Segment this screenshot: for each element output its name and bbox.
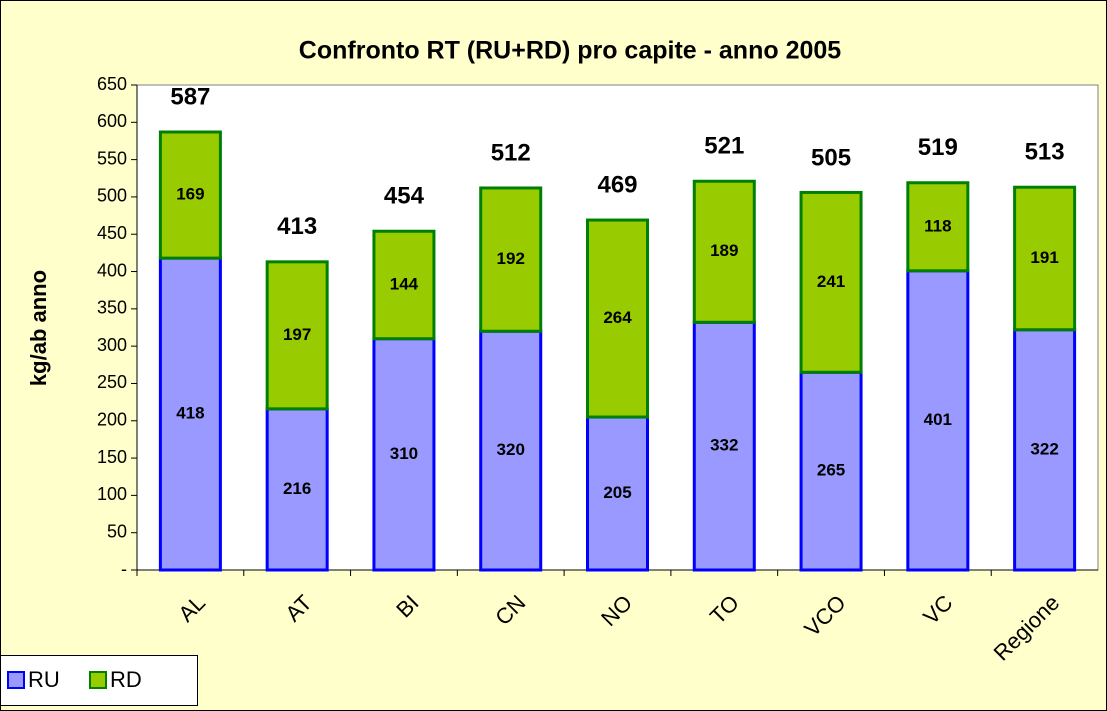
chart-title: Confronto RT (RU+RD) pro capite - anno 2… (299, 37, 841, 65)
segment-label: 118 (924, 216, 951, 235)
segment-label: 332 (710, 436, 738, 455)
bar-segment (158, 130, 222, 260)
y-tick-label: 400 (97, 260, 127, 280)
y-tick-label: 200 (97, 410, 127, 430)
bar-segment (1013, 185, 1077, 332)
legend-label: RU (28, 667, 60, 692)
legend-swatch (7, 671, 25, 689)
segment-label: 189 (710, 241, 738, 260)
total-label: 521 (704, 133, 744, 160)
bar-segment (799, 190, 863, 374)
segment-label: 418 (176, 404, 204, 423)
bar-segment (692, 320, 756, 572)
y-tick-label: 550 (97, 148, 127, 168)
legend-label: RD (110, 667, 142, 692)
y-tick-label: 250 (97, 372, 127, 392)
segment-label: 197 (283, 325, 311, 344)
bar-segment (372, 337, 436, 572)
segment-label: 205 (603, 483, 631, 502)
segment-label: 216 (283, 479, 311, 498)
y-tick-label: 50 (107, 521, 127, 541)
segment-label: 191 (1030, 248, 1058, 267)
y-tick-label: - (121, 559, 127, 579)
bar-segment (265, 260, 329, 411)
bar-segment (479, 329, 543, 572)
bar-segment (906, 181, 970, 273)
segment-label: 322 (1030, 439, 1058, 458)
segment-label: 320 (497, 440, 525, 459)
y-tick-label: 300 (97, 335, 127, 355)
segment-label: 169 (176, 185, 204, 204)
segment-label: 241 (817, 272, 845, 291)
total-label: 505 (811, 145, 851, 172)
y-tick-label: 350 (97, 298, 127, 318)
bar-segment (906, 269, 970, 572)
legend-swatch (89, 671, 107, 689)
total-label: 519 (918, 134, 958, 161)
bar-segment (158, 256, 222, 572)
bar-segment (479, 186, 543, 333)
segment-label: 401 (924, 410, 952, 429)
segment-label: 310 (390, 444, 418, 463)
total-label: 469 (597, 171, 637, 198)
y-tick-label: 150 (97, 447, 127, 467)
y-tick-label: 100 (97, 484, 127, 504)
y-tick-label: 500 (97, 186, 127, 206)
total-label: 512 (491, 139, 531, 166)
bar-segment (799, 370, 863, 572)
total-label: 587 (170, 83, 210, 110)
total-label: 413 (277, 213, 317, 240)
segment-label: 264 (603, 308, 632, 327)
total-label: 454 (384, 183, 425, 210)
y-tick-label: 600 (97, 111, 127, 131)
segment-label: 192 (497, 249, 525, 268)
segment-label: 144 (390, 274, 419, 293)
y-tick-label: 650 (97, 74, 127, 94)
bar-segment (372, 229, 436, 341)
bar-segment (586, 218, 649, 419)
bar-segment (692, 179, 756, 324)
bar-segment (1013, 328, 1077, 572)
total-label: 513 (1025, 139, 1065, 166)
y-tick-label: 450 (97, 223, 127, 243)
segment-label: 265 (817, 461, 845, 480)
y-axis-label: kg/ab anno (26, 270, 51, 386)
